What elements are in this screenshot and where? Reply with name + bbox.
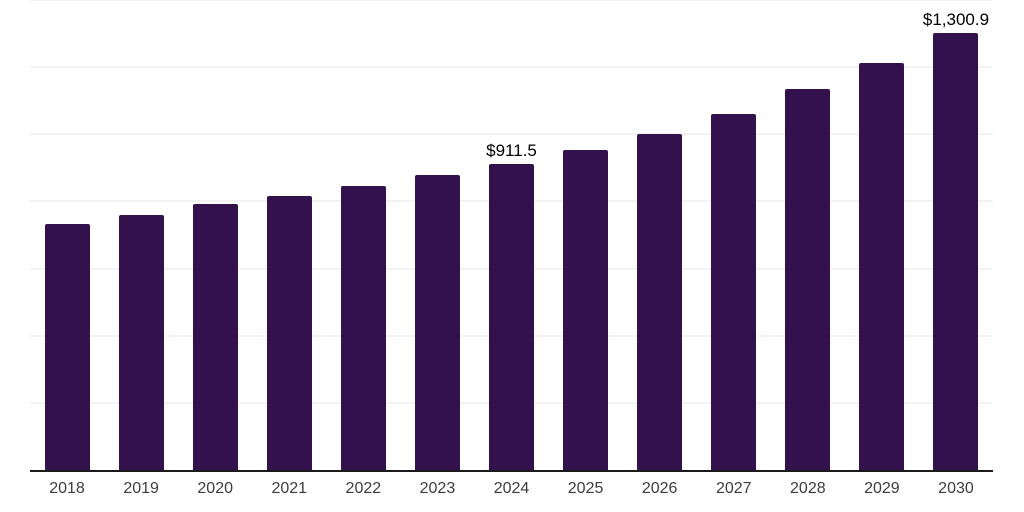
x-tick-label-2030: 2030 [938,480,974,497]
bar-slot-2018 [30,0,104,470]
bar-2026 [637,133,683,470]
bar-slot-2024: $911.5 [474,0,548,470]
bar-2022 [340,186,386,470]
x-tick-label-2021: 2021 [271,480,308,497]
x-tick-label-2024: 2024 [493,480,530,497]
x-tick-label-2026: 2026 [641,480,678,497]
bar-slot-2030: $1,300.9 [919,0,993,470]
bar-2023 [414,174,460,470]
x-tick-label-2027: 2027 [715,480,752,497]
bar-slot-2023 [400,0,474,470]
x-tick-label-2022: 2022 [345,480,382,497]
bar-2028 [785,89,831,470]
bar-2024 [489,164,534,470]
plot-area: $911.5 $1,300.9 [30,0,993,472]
bar-2020 [192,204,238,470]
x-axis-labels: 2018 2019 2020 2021 2022 2023 2024 2025 2026 2027… [30,480,993,498]
bar-value-label-2024: $911.5 [486,141,537,160]
x-tick-label-2029: 2029 [864,480,900,497]
x-tick-label-2028: 2028 [790,480,826,497]
bar-2019 [118,214,164,470]
x-tick-label-2023: 2023 [419,480,456,497]
bar-slot-2022 [326,0,400,470]
bar-2018 [44,224,90,470]
bar-2030 [933,33,979,470]
bar-slot-2026 [623,0,697,470]
bar-2029 [859,62,905,470]
x-tick-label-2019: 2019 [123,480,159,497]
bar-slot-2020 [178,0,252,470]
x-tick-label-2025: 2025 [567,480,604,497]
x-tick-label-2020: 2020 [197,480,233,497]
bars: $911.5 $1,300.9 [30,0,993,470]
bar-slot-2029 [845,0,919,470]
bar-value-label-2030: $1,300.9 [922,10,990,30]
bar-slot-2021 [252,0,326,470]
bar-2025 [563,150,609,470]
bar-slot-2025 [549,0,623,470]
bar-slot-2028 [771,0,845,470]
bar-slot-2019 [104,0,178,470]
bar-2021 [266,196,312,470]
bar-slot-2027 [697,0,771,470]
bar-2027 [711,114,757,470]
x-tick-label-2018: 2018 [49,480,85,497]
